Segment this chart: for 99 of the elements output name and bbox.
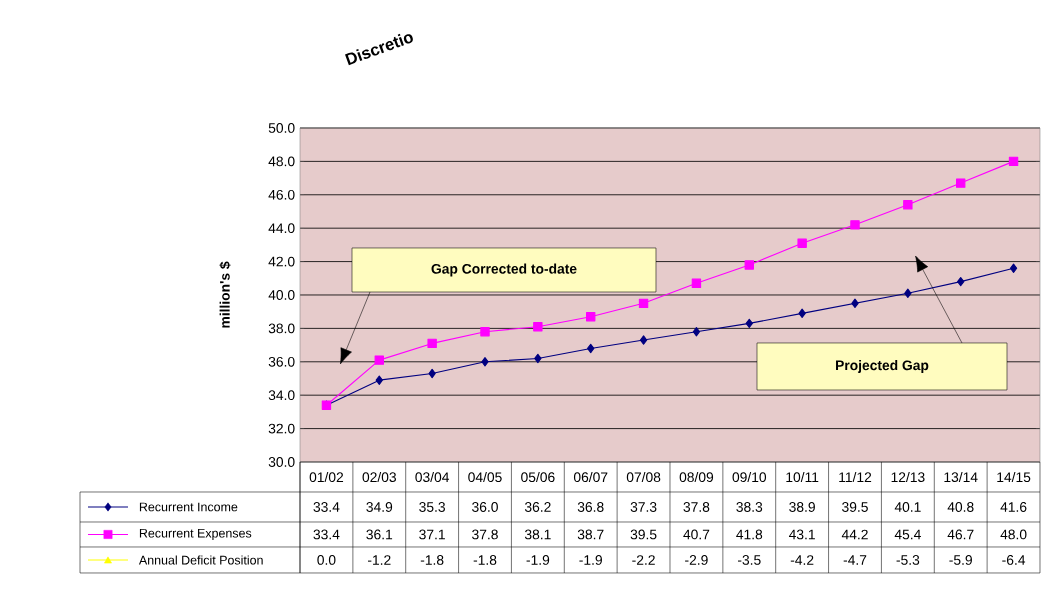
point (427, 338, 437, 349)
point (534, 353, 542, 364)
point (586, 312, 596, 322)
text: -3.5 (737, 555, 761, 565)
point (903, 200, 913, 210)
data-label: 39.5 (630, 529, 657, 540)
text: -1.9 (526, 555, 550, 565)
data-label: 36.2 (524, 502, 551, 512)
data-label: 38.1 (524, 529, 551, 540)
data-label: 35.3 (419, 502, 445, 512)
y-tick-label: 44.0 (268, 223, 295, 234)
legend-label: Recurrent Expenses (139, 528, 252, 541)
x-tick-label: 09/10 (732, 471, 767, 483)
x-tick-label: 05/06 (521, 471, 555, 483)
x-tick-label: 02/03 (362, 471, 396, 483)
text: -4.7 (843, 555, 867, 565)
data-label: 40.1 (894, 502, 921, 512)
point (957, 276, 965, 287)
point (745, 318, 753, 329)
data-label: 38.3 (736, 502, 763, 512)
point (587, 343, 595, 354)
point (692, 327, 701, 337)
data-label: 36.1 (366, 529, 393, 540)
data-label: 37.3 (630, 502, 657, 512)
data-label: 39.5 (842, 502, 868, 512)
data-label: 34.9 (366, 502, 393, 512)
y-tick-label: 36.0 (268, 356, 295, 367)
point (481, 357, 489, 367)
data-label: 48.0 (1000, 529, 1027, 540)
data-label: 41.8 (736, 529, 763, 540)
text: -5.3 (896, 555, 920, 565)
x-tick-label: 12/13 (891, 471, 925, 483)
x-tick-label: 11/12 (839, 471, 872, 483)
text: -2.9 (685, 555, 708, 565)
data-label: 45.4 (894, 529, 921, 540)
annotation: Projected Gap (836, 360, 929, 373)
y-tick-label: 46.0 (268, 189, 295, 200)
y-tick-label: 42.0 (268, 256, 295, 267)
y-tick-label: 48.0 (268, 156, 295, 167)
x-tick-label: 01/02 (309, 471, 344, 483)
data-label: 37.1 (419, 529, 445, 540)
point (375, 375, 383, 385)
data-label: 41.6 (1000, 502, 1027, 512)
data-label: 40.7 (683, 529, 710, 540)
text: -2.2 (632, 555, 655, 565)
point (691, 278, 702, 289)
annotation: Gap Corrected to-date (431, 263, 577, 277)
point (956, 178, 966, 188)
data-label: 33.4 (313, 529, 340, 540)
x-tick-label: 07/08 (626, 471, 661, 483)
data-label: 43.1 (788, 529, 815, 540)
legend-label: Recurrent Income (139, 502, 238, 512)
data-label: 37.8 (683, 502, 710, 512)
point (797, 238, 807, 248)
text: -1.2 (367, 555, 391, 565)
point (428, 368, 436, 379)
y-tick-label: 50.0 (268, 123, 295, 133)
x-tick-label: 14/15 (997, 471, 1031, 483)
data-label: 44.2 (841, 529, 868, 540)
point (638, 298, 649, 309)
point (1008, 156, 1019, 167)
data-label: 38.7 (577, 529, 604, 540)
x-tick-label: 04/05 (468, 471, 502, 483)
text: -1.8 (420, 555, 444, 565)
point (744, 260, 754, 270)
y-tick-label: 38.0 (268, 323, 295, 334)
text: 0.0 (317, 555, 336, 565)
text: -4.2 (790, 555, 814, 565)
data-label: 36.0 (472, 502, 498, 512)
point (904, 288, 912, 299)
legend-label: Annual Deficit Position (138, 555, 263, 565)
data-label: 40.8 (947, 502, 974, 512)
x-tick-label: 08/09 (679, 471, 714, 483)
text: -1.9 (579, 555, 602, 565)
data-label: 38.9 (789, 502, 815, 512)
data-label: 37.8 (472, 529, 498, 540)
data-label: 33.4 (313, 502, 340, 512)
point (850, 220, 860, 230)
text: -6.4 (1002, 555, 1026, 565)
y-tick-label: 30.0 (268, 457, 295, 467)
x-tick-label: 13/14 (944, 471, 978, 483)
data-label: 36.8 (577, 502, 604, 512)
point (1009, 263, 1018, 273)
y-axis-title: million's $ (219, 261, 231, 328)
x-tick-label: 03/04 (415, 471, 450, 483)
point (480, 327, 490, 337)
data-label: 46.7 (947, 529, 974, 540)
point (533, 322, 543, 332)
point (798, 308, 806, 319)
x-tick-label: 06/07 (573, 471, 608, 483)
y-tick-label: 34.0 (268, 390, 295, 401)
text: -5.9 (949, 555, 972, 565)
y-tick-label: 32.0 (268, 423, 295, 434)
x-tick-label: 10/11 (786, 471, 819, 483)
y-tick-label: 40.0 (268, 290, 295, 300)
point (639, 335, 648, 345)
text: -1.8 (473, 555, 497, 565)
point (374, 355, 384, 365)
point (851, 298, 859, 309)
